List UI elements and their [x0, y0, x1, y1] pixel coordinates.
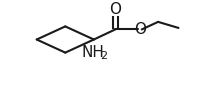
Text: O: O — [134, 22, 146, 37]
Text: 2: 2 — [101, 51, 108, 61]
Text: O: O — [109, 2, 121, 17]
Text: NH: NH — [81, 45, 104, 60]
